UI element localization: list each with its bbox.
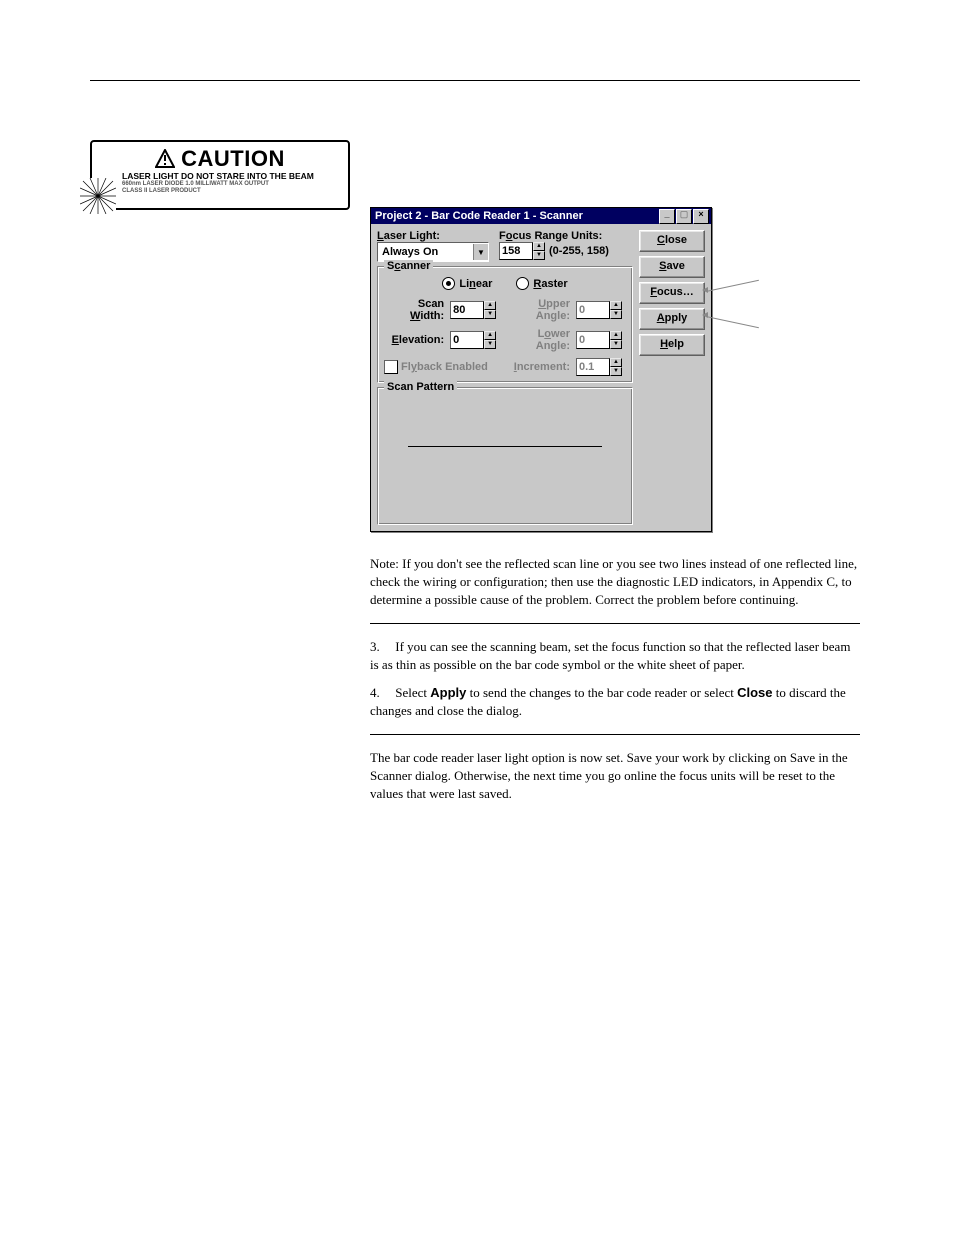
close-button[interactable]: Close <box>639 230 705 252</box>
step-number: 3. <box>370 638 392 656</box>
lower-angle-input <box>576 331 610 349</box>
maximize-icon[interactable]: ▢ <box>676 209 692 224</box>
scan-pattern-line <box>408 446 602 447</box>
step-4-text: Select Apply to send the changes to the … <box>370 685 846 718</box>
scan-pattern-groupbox: Scan Pattern <box>377 387 633 525</box>
focus-range-spinner[interactable]: ▲▼ <box>499 242 545 260</box>
upper-angle-spinner: ▲▼ <box>576 301 626 319</box>
increment-spinner: ▲▼ <box>576 358 626 376</box>
closing-paragraph: The bar code reader laser light option i… <box>370 749 860 803</box>
increment-input <box>576 358 610 376</box>
caution-label: CAUTION LASER LIGHT DO NOT STARE INTO TH… <box>90 140 350 210</box>
warning-triangle-icon <box>155 149 175 169</box>
caution-title: CAUTION <box>181 146 285 172</box>
scanner-group-title: Scanner <box>384 260 433 272</box>
separator <box>370 623 860 624</box>
upper-angle-input <box>576 301 610 319</box>
arrow-head-icon <box>702 287 708 293</box>
save-button[interactable]: Save <box>639 256 705 278</box>
minimize-icon[interactable]: _ <box>659 209 675 224</box>
callout-arrow-apply <box>706 316 759 328</box>
laser-light-value: Always On <box>382 246 438 258</box>
radio-icon <box>516 277 529 290</box>
flyback-checkbox <box>384 360 398 374</box>
step-3-text: If you can see the scanning beam, set th… <box>370 639 850 672</box>
help-button[interactable]: Help <box>639 334 705 356</box>
caution-subtitle: LASER LIGHT DO NOT STARE INTO THE BEAM <box>98 171 342 181</box>
scanner-groupbox: Scanner Linear Raster Scan Width: <box>377 266 633 383</box>
lower-angle-label: Lower Angle: <box>506 328 570 352</box>
titlebar[interactable]: Project 2 - Bar Code Reader 1 - Scanner … <box>371 208 711 224</box>
focus-range-hint: (0-255, 158) <box>549 245 609 257</box>
spin-down-icon[interactable]: ▼ <box>533 251 545 260</box>
scan-width-input[interactable] <box>450 301 484 319</box>
linear-radio[interactable]: Linear <box>442 277 492 290</box>
body-text: Note: If you don't see the reflected sca… <box>370 555 860 815</box>
elevation-input[interactable] <box>450 331 484 349</box>
page-rule <box>90 80 860 81</box>
raster-label: Raster <box>533 278 567 290</box>
apply-ref: Apply <box>430 685 466 700</box>
upper-angle-label: Upper Angle: <box>506 298 570 322</box>
increment-label: Increment: <box>506 361 570 373</box>
caution-fine-2: CLASS II LASER PRODUCT <box>98 188 342 195</box>
focus-range-input[interactable] <box>499 242 533 260</box>
laser-starburst-icon <box>80 178 116 214</box>
scan-width-label: Scan Width: <box>384 298 444 322</box>
caution-fine-1: 660nm LASER DIODE 1.0 MILLIWATT MAX OUTP… <box>98 181 342 188</box>
window-title: Project 2 - Bar Code Reader 1 - Scanner <box>375 210 583 222</box>
scan-width-spinner[interactable]: ▲▼ <box>450 301 500 319</box>
linear-label: Linear <box>459 278 492 290</box>
close-icon[interactable]: × <box>693 209 709 224</box>
dropdown-arrow-icon[interactable]: ▼ <box>473 244 488 260</box>
flyback-checkbox-row: Flyback Enabled <box>384 360 500 374</box>
lower-angle-spinner: ▲▼ <box>576 331 626 349</box>
scanner-dialog: Project 2 - Bar Code Reader 1 - Scanner … <box>370 207 712 532</box>
elevation-label: Elevation: <box>384 334 444 346</box>
close-ref: Close <box>737 685 772 700</box>
laser-light-select[interactable]: Always On ▼ <box>377 242 489 262</box>
scan-pattern-title: Scan Pattern <box>384 381 457 393</box>
arrow-head-icon <box>702 312 708 318</box>
callout-arrow-focus <box>706 280 759 292</box>
focus-button[interactable]: Focus… <box>639 282 705 304</box>
spin-up-icon[interactable]: ▲ <box>533 242 545 251</box>
radio-icon <box>442 277 455 290</box>
elevation-spinner[interactable]: ▲▼ <box>450 331 500 349</box>
focus-range-label: Focus Range Units: <box>499 230 609 242</box>
step-number: 4. <box>370 684 392 702</box>
laser-light-label: Laser Light: <box>377 230 489 242</box>
separator <box>370 734 860 735</box>
note-paragraph: Note: If you don't see the reflected sca… <box>370 555 860 609</box>
raster-radio[interactable]: Raster <box>516 277 567 290</box>
apply-button[interactable]: Apply <box>639 308 705 330</box>
